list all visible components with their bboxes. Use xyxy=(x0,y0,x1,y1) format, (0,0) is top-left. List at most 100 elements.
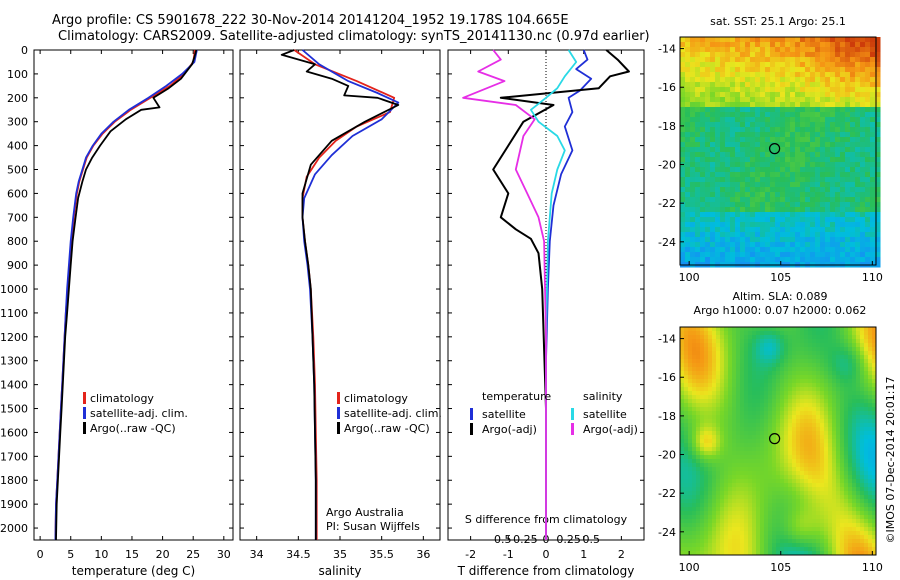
sla-map-cell xyxy=(704,439,709,444)
sla-map-cell xyxy=(732,515,737,520)
sst-map-cell xyxy=(775,182,781,188)
sla-map-cell xyxy=(816,383,821,388)
sla-map-cell xyxy=(844,475,849,480)
sla-map-cell xyxy=(744,519,749,524)
sla-map-cell xyxy=(852,547,857,552)
sla-map-cell xyxy=(772,491,777,496)
sla-map-cell xyxy=(856,443,861,448)
sst-map-cell xyxy=(725,212,731,218)
sla-map-cell xyxy=(828,355,833,360)
sst-map-cell xyxy=(750,62,756,68)
sst-map-cell xyxy=(850,97,856,103)
sla-map-cell xyxy=(764,451,769,456)
sla-map-cell xyxy=(756,459,761,464)
sla-map-cell xyxy=(700,439,705,444)
sst-map-cell xyxy=(760,47,766,53)
sst-map-cell xyxy=(855,182,861,188)
sla-map-cell xyxy=(688,351,693,356)
sst-map-cell xyxy=(735,82,741,88)
sla-map-cell xyxy=(780,347,785,352)
sla-map-cell xyxy=(788,467,793,472)
sla-map-cell xyxy=(784,439,789,444)
sla-map-cell xyxy=(720,511,725,516)
sla-map-cell xyxy=(752,375,757,380)
sla-map-cell xyxy=(840,327,845,332)
sla-map-cell xyxy=(724,467,729,472)
sst-map-cell xyxy=(775,47,781,53)
sst-map-cell xyxy=(725,252,731,258)
sst-map-cell xyxy=(730,237,736,243)
sst-map-cell xyxy=(765,257,771,263)
sla-map-cell xyxy=(856,503,861,508)
sla-map-cell xyxy=(868,435,873,440)
sst-map-cell xyxy=(725,257,731,263)
sla-map-cell xyxy=(684,443,689,448)
sla-map-cell xyxy=(748,347,753,352)
sst-map-cell xyxy=(690,247,696,253)
sla-map-cell xyxy=(696,375,701,380)
sla-map-cell xyxy=(756,439,761,444)
sla-map-cell xyxy=(808,343,813,348)
sst-map-cell xyxy=(695,147,701,153)
sst-map-cell xyxy=(780,167,786,173)
sla-map-cell xyxy=(716,383,721,388)
sla-map-cell xyxy=(800,535,805,540)
sla-map-cell xyxy=(772,455,777,460)
sst-map-cell xyxy=(780,152,786,158)
sla-map-cell xyxy=(680,503,685,508)
sst-map-cell xyxy=(690,102,696,108)
sla-map-cell xyxy=(848,403,853,408)
sla-map-cell xyxy=(780,531,785,536)
sla-map-cell xyxy=(696,403,701,408)
sla-map-cell xyxy=(688,451,693,456)
legend-title-temperature: temperature xyxy=(482,390,551,403)
sst-map-cell xyxy=(775,107,781,113)
sla-map-cell xyxy=(720,351,725,356)
sla-map-cell xyxy=(744,455,749,460)
sla-map-cell xyxy=(768,391,773,396)
sla-map-cell xyxy=(820,523,825,528)
sst-map-cell xyxy=(730,147,736,153)
salinity-frame xyxy=(239,49,441,541)
sst-map-cell xyxy=(795,192,801,198)
sla-map-cell xyxy=(728,355,733,360)
sla-map-cell xyxy=(792,463,797,468)
sst-map-cell xyxy=(755,62,761,68)
sla-map-cell xyxy=(716,483,721,488)
sla-map-cell xyxy=(792,431,797,436)
sst-map-cell xyxy=(700,172,706,178)
sst-map-cell xyxy=(765,107,771,113)
sla-map-cell xyxy=(696,539,701,544)
sst-map-cell xyxy=(835,87,841,93)
sla-map-cell xyxy=(720,471,725,476)
legend-title-salinity: salinity xyxy=(583,390,623,403)
sst-map-cell xyxy=(740,207,746,213)
sla-map-cell xyxy=(852,479,857,484)
sla-map-cell xyxy=(744,347,749,352)
sst-map-cell xyxy=(680,227,686,233)
sla-map-cell xyxy=(844,403,849,408)
sst-map-cell xyxy=(690,187,696,193)
sla-map-cell xyxy=(852,391,857,396)
sst-map-cell xyxy=(860,227,866,233)
sla-map-cell xyxy=(744,495,749,500)
sst-map-cell xyxy=(770,77,776,83)
sst-map-cell xyxy=(740,77,746,83)
sst-map-cell xyxy=(760,222,766,228)
sst-map-cell xyxy=(740,42,746,48)
sst-map-cell xyxy=(795,202,801,208)
sst-map-cell xyxy=(760,82,766,88)
sla-map-cell xyxy=(788,363,793,368)
sst-map-cell xyxy=(725,67,731,73)
sla-map-cell xyxy=(804,543,809,548)
sla-map-cell xyxy=(704,455,709,460)
sst-map-cell xyxy=(720,57,726,63)
sla-map-cell xyxy=(796,479,801,484)
sst-map-cell xyxy=(750,237,756,243)
sla-map-cell xyxy=(832,455,837,460)
sst-map-cell xyxy=(850,197,856,203)
sla-map-cell xyxy=(712,391,717,396)
sla-map-cell xyxy=(708,535,713,540)
sla-map-cell xyxy=(808,451,813,456)
sla-map-cell xyxy=(848,511,853,516)
